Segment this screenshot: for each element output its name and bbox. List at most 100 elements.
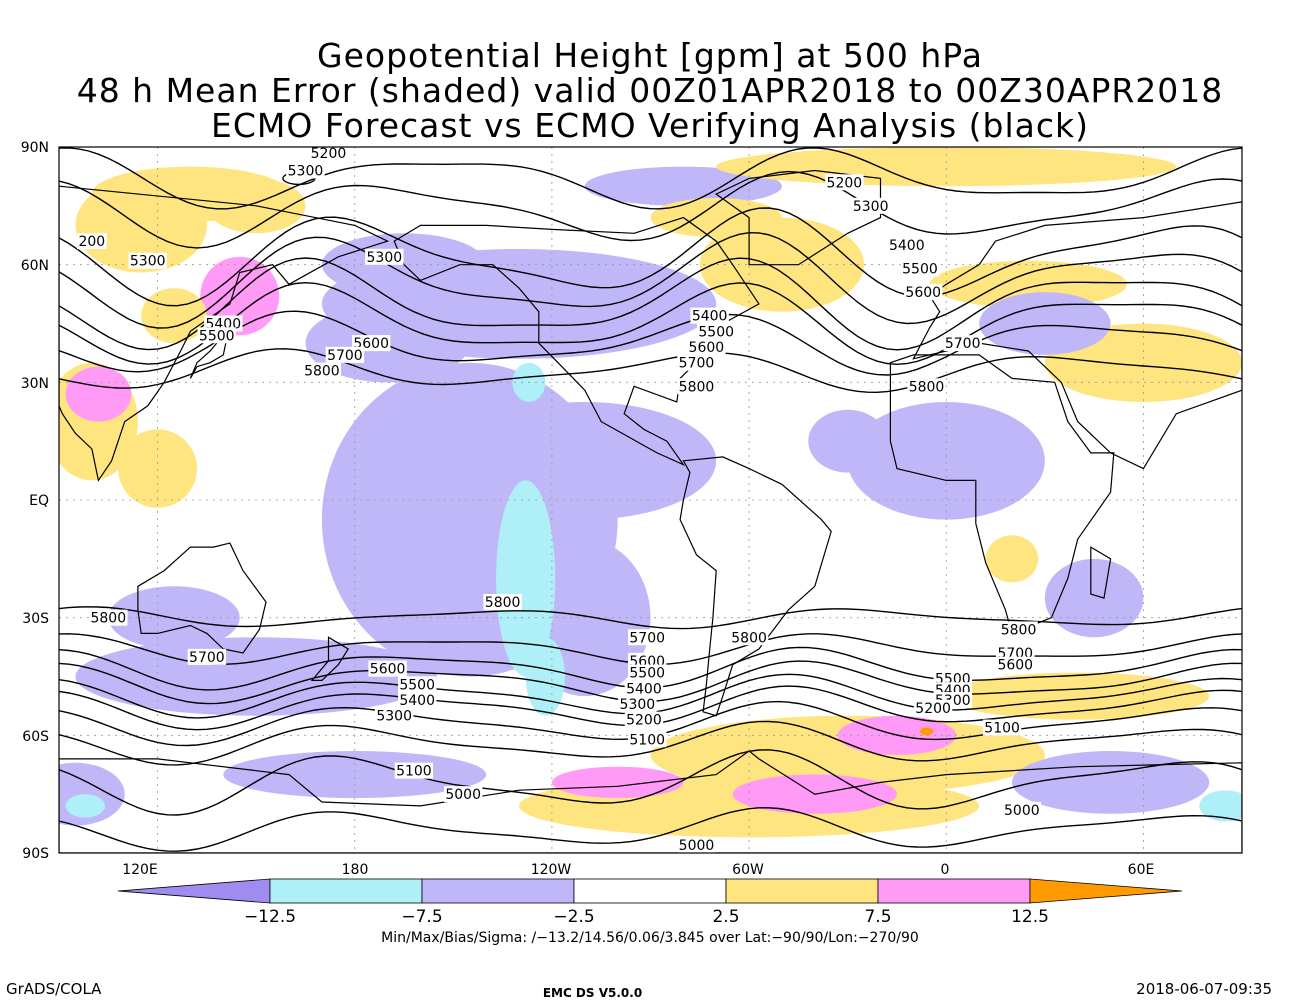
contour-label-bg-34 [628,664,667,681]
contour-label-bg-48 [1002,801,1042,818]
footer-grads: GrADS/COLA [6,980,102,998]
contour-label-0: 5200 [311,146,347,162]
lat-label-30s: 30S [22,611,49,627]
contour-label-bg-47 [982,719,1022,736]
contour-label-3: 5300 [130,254,166,270]
title-line-1: Geopotential Height [gpm] at 500 hPa [317,36,983,75]
coast-east-asia [59,185,390,482]
contour-label-bg-29 [394,762,434,779]
lat-label-60n: 60N [21,258,49,274]
colorbar-label-3: 2.5 [712,907,739,927]
contour-label-21: 5800 [679,379,715,395]
contour-line-7 [59,348,1242,394]
contour-label-bg-24 [187,648,227,665]
contour-label-40: 5800 [1001,622,1037,638]
contour-label-bg-2 [76,233,107,250]
colorbar-label-5: 12.5 [1011,907,1049,927]
contour-label-48: 5000 [1004,803,1040,819]
contour-label-2: 200 [78,234,105,250]
contour-label-1: 5300 [288,164,324,180]
colorbar-label-2: −2.5 [553,907,594,927]
contour-label-bg-22 [89,609,128,626]
contour-line-0 [59,147,1242,210]
shade-blob-20 [584,166,782,206]
contour-label-10: 5200 [827,175,863,191]
footer-timestamp: 2018-06-07-09:35 [1136,980,1272,998]
colorbar-seg-6 [1029,878,1183,904]
title-line-2: 48 h Mean Error (shaded) valid 00Z01APR2… [76,71,1224,110]
contour-label-bg-17 [690,307,729,324]
contour-label-34: 5500 [629,666,665,682]
contour-label-20: 5700 [679,356,715,372]
colorbar-seg-3 [573,878,727,904]
contour-label-bg-36 [618,695,657,712]
shade-blob-26 [847,401,1045,520]
contour-label-15: 5700 [945,336,981,352]
shade-blob-1 [75,178,207,273]
contour-label-bg-19 [687,339,726,356]
colorbar-seg-0 [117,878,271,904]
lon-label-120e: 120E [122,862,158,878]
contour-label-11: 5300 [853,199,889,215]
shade-blob-35 [551,766,684,799]
shade-blob-6 [118,429,198,508]
contour-label-bg-13 [900,260,940,277]
stats-line: Min/Max/Bias/Sigma: /−13.2/14.56/0.06/3.… [381,930,919,946]
contour-label-bg-28 [374,707,414,724]
contour-label-bg-3 [128,252,167,269]
contour-line-1 [59,170,1242,249]
contour-label-bg-37 [624,711,664,728]
contour-label-35: 5400 [626,681,662,697]
contour-line-2 [59,207,1242,307]
contour-label-14: 5600 [905,285,941,301]
coast-south-america [679,456,832,717]
shade-blob-3 [141,288,207,344]
shade-blob-27 [808,409,888,473]
contour-label-bg-16 [907,378,946,395]
shade-blob-28 [985,535,1039,583]
lon-label-120w: 120W [531,862,572,878]
lat-label-30n: 30N [21,376,49,392]
coast-australia [137,542,267,654]
contour-label-18: 5500 [698,324,734,340]
axis-labels: 90N 60N 30N EQ 30S 60S 90S 120E 180 120W… [21,140,1155,878]
shade-blob-5 [65,366,132,422]
contour-label-13: 5500 [902,262,938,278]
contour-label-25: 5600 [370,662,406,678]
contour-label-47: 5100 [984,720,1020,736]
colorbar-label-1: −7.5 [401,907,442,927]
lat-label-90n: 90N [21,140,49,156]
contour-label-bg-6 [197,327,236,344]
contour-label-12: 5400 [889,238,925,254]
contour-label-24: 5700 [189,650,225,666]
contour-label-bg-8 [325,346,365,363]
colorbar-seg-4 [725,878,879,904]
contour-label-bg-18 [697,323,736,340]
contour-label-39: 5000 [679,838,715,854]
map-frame [58,146,1243,854]
contour-line-5 [59,281,1242,366]
contour-label-bg-31 [729,629,769,646]
coast-madagascar [1090,546,1112,599]
colorbar-label-4: 7.5 [864,907,891,927]
error-shading [59,147,1242,838]
contour-label-bg-46 [913,699,953,716]
contour-label-19: 5600 [689,340,725,356]
graticule [59,147,1242,853]
contour-label-17: 5400 [692,309,728,325]
contour-label-37: 5200 [626,713,662,729]
contour-line-17 [59,807,1242,852]
contour-label-4: 5300 [367,250,403,266]
shade-blob-15 [525,637,566,716]
title-line-3: ECMO Forecast vs ECMO Verifying Analysis… [211,106,1089,145]
contour-label-29: 5100 [396,764,432,780]
contour-label-bg-42 [996,656,1035,673]
contour-label-bg-32 [628,629,667,646]
contour-label-26: 5500 [399,677,435,693]
contour-label-23: 5800 [485,595,521,611]
shade-blob-38 [65,794,106,818]
contour-label-8: 5700 [327,348,363,364]
contour-label-bg-20 [677,354,716,371]
contour-label-9: 5800 [304,364,340,380]
